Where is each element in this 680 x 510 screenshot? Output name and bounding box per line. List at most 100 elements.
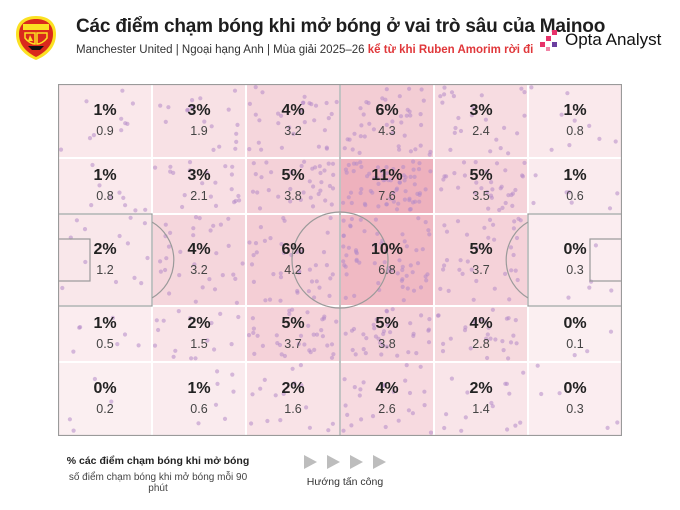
zone-label: 0% 0.3 — [540, 241, 610, 277]
touch-dot — [394, 207, 400, 212]
touch-dot — [353, 352, 358, 357]
touch-dot — [567, 143, 572, 148]
touch-dot — [193, 299, 198, 304]
touch-dot — [413, 147, 418, 152]
touch-dot — [488, 336, 493, 341]
zone-cell — [340, 362, 434, 436]
touch-dot — [483, 320, 489, 325]
touch-dot — [229, 187, 234, 192]
touch-dot — [344, 272, 349, 277]
touch-dot — [423, 220, 428, 225]
touch-dot — [173, 348, 178, 353]
touch-dot — [449, 376, 454, 381]
touch-dot — [218, 311, 223, 316]
touch-dot — [361, 380, 366, 385]
touch-dot — [306, 289, 311, 294]
touch-dot — [587, 123, 592, 128]
touch-dot — [452, 130, 457, 135]
touch-dot — [349, 216, 354, 222]
touch-dot — [255, 190, 260, 195]
touch-dot — [84, 99, 89, 104]
touch-dot — [321, 250, 327, 255]
touch-dot — [499, 184, 504, 189]
zone-cell — [528, 214, 622, 306]
touch-dot — [389, 268, 394, 273]
touch-dot — [557, 391, 562, 396]
touch-dot — [247, 240, 252, 245]
touch-dot — [395, 271, 400, 276]
touch-dot — [347, 137, 352, 142]
zone-label: 4% 3.2 — [258, 102, 328, 138]
touch-dot — [121, 195, 126, 200]
touch-dot — [299, 163, 304, 169]
touch-dot — [331, 172, 336, 177]
touch-dot — [168, 169, 173, 174]
touch-dot — [258, 386, 263, 391]
touch-dot — [418, 112, 423, 117]
touch-dot — [295, 288, 300, 294]
touch-dot — [358, 217, 363, 222]
zone-percent: 3% — [187, 102, 211, 119]
zone-label: 10% 6.8 — [352, 241, 422, 277]
touch-dot — [502, 125, 507, 130]
touch-dot — [479, 186, 484, 191]
touch-dot — [301, 100, 306, 105]
touch-dot — [109, 399, 114, 404]
touch-dot — [223, 164, 228, 169]
touch-dot — [400, 264, 405, 269]
touch-dot — [404, 113, 409, 118]
touch-dot — [471, 297, 476, 302]
touch-dot — [474, 246, 479, 251]
touch-dot — [417, 191, 423, 196]
touch-dot — [509, 268, 514, 273]
zone-per90: 6.8 — [378, 263, 396, 277]
touch-dot — [459, 428, 464, 433]
zone-per90: 4.2 — [284, 263, 302, 277]
touch-dot — [289, 170, 294, 175]
touch-dot — [506, 193, 511, 198]
touch-dot — [385, 322, 390, 328]
touch-dot — [444, 258, 450, 263]
touch-dot — [330, 161, 336, 166]
touch-dot — [390, 307, 395, 312]
touch-dot — [329, 111, 334, 117]
zone-per90: 1.6 — [284, 402, 302, 416]
touch-dot — [271, 272, 276, 277]
touch-dot — [456, 115, 461, 121]
touch-dot — [518, 420, 523, 425]
touch-dot — [204, 170, 209, 175]
zone-percent: 1% — [563, 102, 587, 119]
zone-percent: 3% — [187, 167, 211, 184]
touch-dot — [615, 191, 620, 196]
touch-dot — [373, 217, 378, 222]
touch-dot — [444, 229, 450, 234]
touch-dot — [397, 147, 402, 152]
touch-dot — [196, 421, 201, 426]
touch-dot — [250, 189, 256, 194]
touch-dot — [539, 391, 544, 397]
touch-dot — [358, 160, 363, 165]
touch-dot — [412, 174, 417, 179]
touch-dot — [326, 116, 331, 121]
touch-dot — [407, 86, 412, 91]
touch-dot — [298, 197, 303, 202]
pitch-graphic — [44, 83, 623, 437]
touch-dot — [384, 202, 389, 207]
touch-dot — [410, 200, 416, 205]
touch-dot — [329, 202, 334, 207]
touch-dot — [405, 286, 410, 291]
touch-dot — [497, 207, 502, 213]
touch-dot — [316, 144, 321, 149]
touch-dot — [518, 218, 523, 223]
touch-dot — [442, 174, 447, 179]
touch-dot — [178, 249, 183, 254]
zone-cell — [434, 362, 528, 436]
touch-dot — [287, 311, 292, 317]
touch-dot — [326, 161, 331, 166]
touch-dot — [166, 105, 171, 110]
touch-dot — [310, 166, 315, 171]
touch-dot — [250, 316, 255, 321]
touch-dot — [308, 195, 313, 200]
legend: % các điểm chạm bóng khi mở bóng số điểm… — [58, 455, 258, 494]
touch-dot — [125, 121, 130, 126]
